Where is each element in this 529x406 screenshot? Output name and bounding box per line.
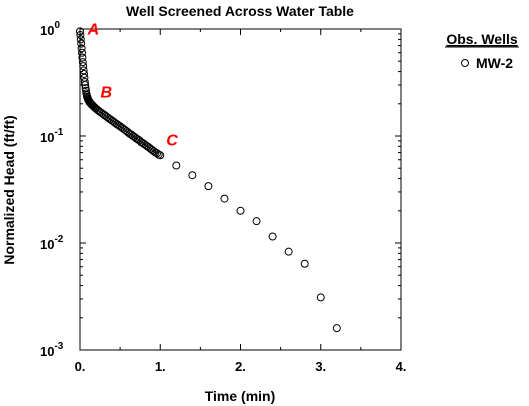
data-point	[76, 35, 85, 44]
data-point	[77, 39, 86, 48]
data-point	[78, 48, 87, 57]
data-point	[252, 217, 261, 226]
data-point	[236, 206, 245, 215]
x-tick-label: 1.	[155, 359, 166, 374]
x-tick-label: 3.	[315, 359, 326, 374]
y-tick-labels: 100 10-1 10-2 10-3	[40, 20, 64, 359]
data-point	[316, 293, 325, 302]
data-point	[76, 27, 84, 36]
data-point	[81, 80, 90, 89]
data-point	[204, 182, 213, 191]
y-tick-label: 100	[40, 20, 60, 38]
legend: Obs. Wells MW-2	[445, 31, 519, 71]
annotations: A B C	[87, 21, 179, 149]
data-point	[300, 259, 309, 268]
data-point	[80, 77, 89, 86]
chart-title: Well Screened Across Water Table	[126, 3, 354, 19]
annotation-a: A	[87, 21, 100, 38]
data-point	[76, 30, 85, 39]
x-tick-label: 4.	[396, 359, 407, 374]
x-tick-label: 0.	[75, 359, 86, 374]
legend-title: Obs. Wells	[446, 31, 518, 47]
legend-marker-mw-2	[461, 59, 469, 67]
annotation-b: B	[100, 84, 112, 101]
series-mw-2	[76, 27, 341, 333]
y-tick-label: 10-2	[40, 234, 64, 252]
data-point	[156, 151, 165, 160]
data-point	[284, 247, 293, 256]
axis-ticks	[79, 28, 402, 351]
data-point	[78, 53, 87, 62]
legend-label-mw-2: MW-2	[476, 55, 513, 71]
data-point	[78, 58, 87, 67]
annotation-c: C	[166, 133, 178, 150]
y-tick-label: 10-1	[40, 127, 64, 145]
plot-frame	[79, 28, 402, 351]
data-point	[172, 161, 181, 170]
x-axis-label: Time (min)	[205, 388, 276, 404]
x-tick-labels: 0. 1. 2. 3. 4.	[75, 359, 407, 374]
x-tick-label: 2.	[235, 359, 246, 374]
data-point	[77, 44, 86, 53]
data-point	[332, 324, 341, 333]
y-tick-label: 10-3	[40, 341, 64, 359]
data-point	[80, 69, 89, 78]
data-point	[188, 171, 197, 180]
data-point	[79, 62, 88, 71]
y-axis-label: Normalized Head (ft/ft)	[1, 115, 17, 264]
data-point	[82, 86, 91, 95]
data-point	[268, 232, 277, 241]
data-point	[220, 194, 229, 203]
